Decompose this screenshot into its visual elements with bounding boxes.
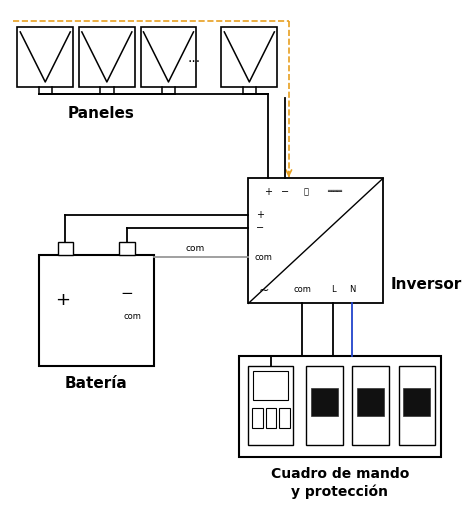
Text: Batería: Batería: [65, 376, 128, 391]
Text: ...: ...: [188, 51, 201, 65]
Bar: [311, 388, 338, 416]
Text: com: com: [124, 312, 142, 321]
Bar: [79, 27, 135, 87]
Bar: [58, 242, 73, 255]
Bar: [38, 255, 154, 366]
Bar: [119, 242, 135, 255]
Text: ═══: ═══: [328, 187, 343, 196]
Bar: [239, 356, 441, 458]
Text: N: N: [349, 286, 356, 294]
Text: y protección: y protección: [292, 484, 388, 499]
Bar: [18, 27, 73, 87]
Bar: [248, 178, 383, 303]
Text: +: +: [264, 187, 272, 197]
Text: com: com: [254, 253, 272, 262]
Bar: [253, 371, 288, 400]
Bar: [279, 408, 290, 428]
Bar: [266, 408, 276, 428]
Text: ⏚: ⏚: [304, 187, 309, 196]
Bar: [352, 366, 389, 445]
Text: +: +: [55, 290, 70, 309]
Text: com: com: [293, 286, 311, 294]
Bar: [403, 388, 430, 416]
Text: Cuadro de mando: Cuadro de mando: [271, 467, 409, 481]
Text: −: −: [121, 287, 134, 301]
Bar: [306, 366, 343, 445]
Bar: [141, 27, 196, 87]
Bar: [221, 27, 277, 87]
Bar: [248, 366, 292, 445]
Bar: [252, 408, 263, 428]
Text: −: −: [256, 223, 264, 233]
Text: +: +: [256, 210, 264, 220]
Text: ~: ~: [258, 283, 269, 297]
Text: L: L: [331, 286, 336, 294]
Text: −: −: [281, 187, 289, 197]
Bar: [399, 366, 435, 445]
Text: Paneles: Paneles: [68, 106, 135, 121]
Bar: [357, 388, 384, 416]
Text: com: com: [186, 244, 205, 253]
Text: Inversor: Inversor: [391, 277, 462, 292]
